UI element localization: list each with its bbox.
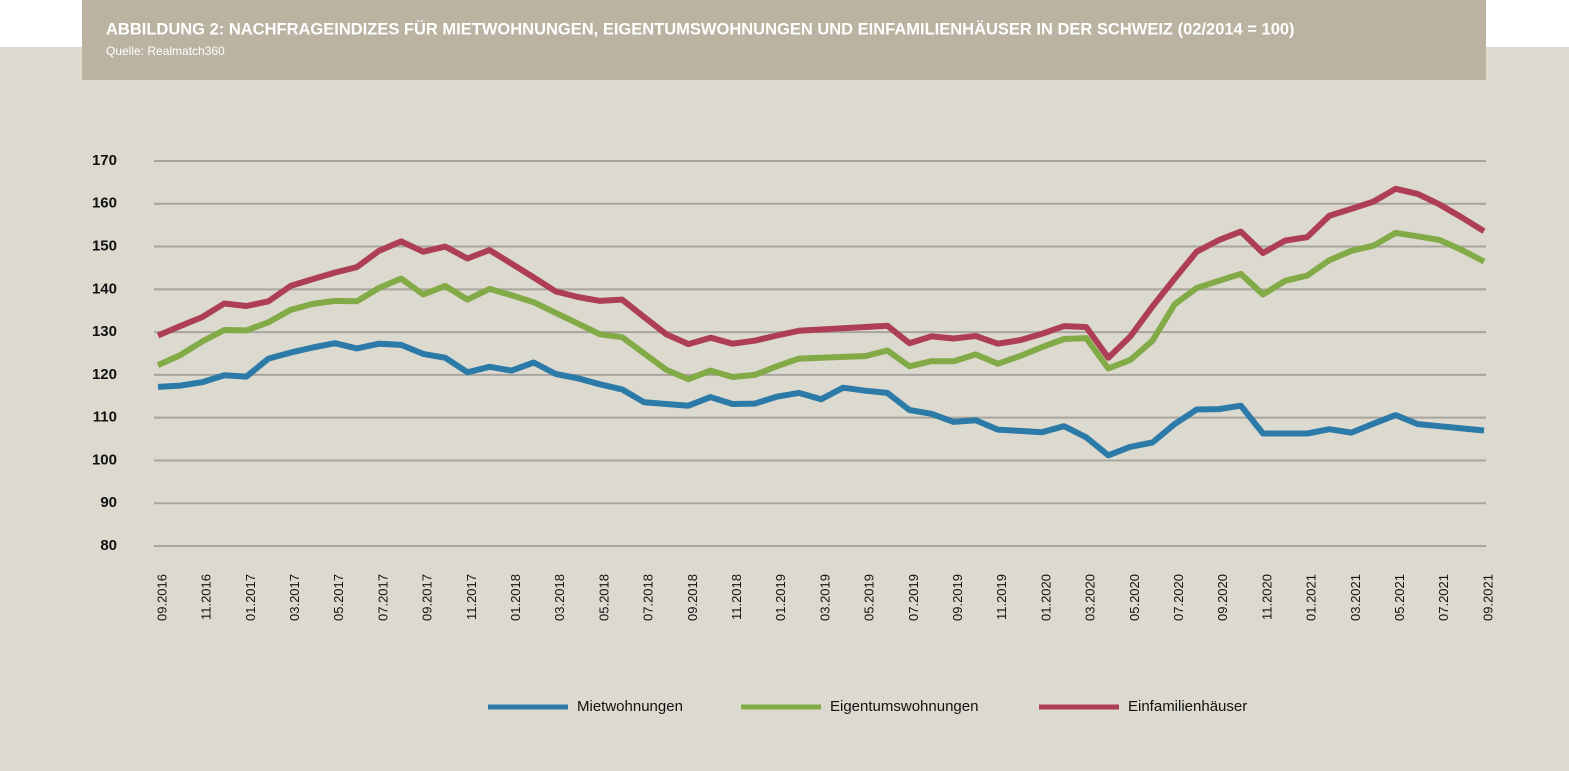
y-tick-label: 90 — [100, 494, 117, 511]
x-tick-label: 09.2020 — [1215, 574, 1230, 621]
x-tick-label: 07.2019 — [906, 574, 921, 621]
x-tick-label: 07.2021 — [1436, 574, 1451, 621]
y-tick-label: 100 — [92, 451, 117, 468]
x-tick-label: 11.2019 — [994, 574, 1009, 620]
series-line — [157, 340, 1485, 459]
x-tick-label: 03.2021 — [1348, 574, 1363, 621]
chart-subtitle: Quelle: Realmatch360 — [106, 44, 225, 58]
x-tick-label: 01.2020 — [1038, 574, 1053, 621]
header-box — [82, 0, 1486, 80]
x-tick-label: 03.2020 — [1083, 574, 1098, 621]
y-tick-label: 160 — [92, 195, 117, 212]
x-tick-label: 01.2021 — [1304, 574, 1319, 621]
x-tick-label: 05.2020 — [1127, 574, 1142, 621]
x-tick-label: 09.2019 — [950, 574, 965, 621]
x-tick-label: 03.2018 — [552, 574, 567, 621]
x-tick-label: 09.2018 — [685, 574, 700, 621]
legend-label: Eigentumswohnungen — [830, 698, 978, 715]
x-tick-label: 07.2017 — [375, 574, 390, 621]
series-line — [156, 229, 1486, 383]
x-tick-label: 07.2018 — [641, 574, 656, 621]
x-tick-label: 05.2018 — [596, 574, 611, 621]
x-tick-label: 05.2017 — [331, 574, 346, 621]
x-tick-label: 01.2017 — [243, 574, 258, 621]
x-tick-label: 03.2017 — [287, 574, 302, 621]
y-tick-label: 120 — [92, 366, 117, 383]
x-tick-label: 11.2020 — [1259, 574, 1274, 620]
y-tick-label: 80 — [100, 537, 117, 554]
x-tick-label: 07.2020 — [1171, 574, 1186, 621]
x-tick-label: 11.2018 — [729, 574, 744, 620]
legend-label: Mietwohnungen — [577, 698, 683, 715]
y-tick-label: 130 — [92, 323, 117, 340]
x-tick-label: 09.2017 — [420, 574, 435, 621]
x-tick-label: 11.2016 — [199, 574, 214, 620]
x-tick-label: 09.2016 — [154, 574, 169, 621]
y-tick-label: 170 — [92, 152, 117, 169]
chart-title: ABBILDUNG 2: NACHFRAGEINDIZES FÜR MIETWO… — [106, 19, 1295, 38]
x-tick-label: 05.2019 — [862, 574, 877, 621]
y-tick-label: 140 — [92, 280, 117, 297]
x-tick-label: 01.2018 — [508, 574, 523, 621]
x-tick-label: 11.2017 — [464, 574, 479, 620]
x-tick-label: 03.2019 — [817, 574, 832, 621]
x-tick-label: 09.2021 — [1480, 574, 1495, 621]
x-tick-label: 01.2019 — [773, 574, 788, 621]
x-tick-label: 05.2021 — [1392, 574, 1407, 621]
y-tick-label: 150 — [92, 238, 117, 255]
legend-label: Einfamilienhäuser — [1128, 698, 1247, 715]
y-tick-label: 110 — [93, 409, 117, 426]
series-line — [156, 185, 1486, 361]
